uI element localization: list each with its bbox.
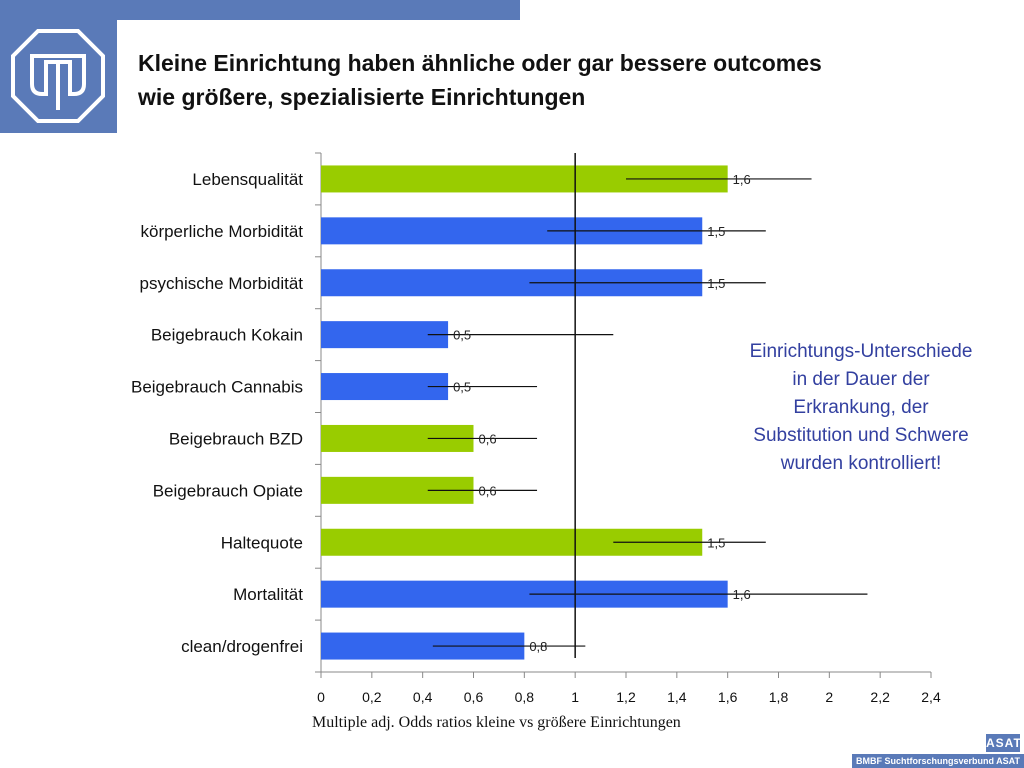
- note-line-4: Substitution und Schwere: [753, 425, 969, 446]
- data-label: 0,6: [479, 483, 497, 498]
- x-tick-label: 2,2: [870, 689, 890, 705]
- data-label: 1,6: [733, 587, 751, 602]
- x-tick-label: 0,6: [464, 689, 484, 705]
- note-line-1: Einrichtungs-Unterschiede: [749, 341, 973, 362]
- x-tick-label: 1,2: [616, 689, 636, 705]
- x-tick-label: 1: [571, 689, 579, 705]
- x-tick-label: 2: [825, 689, 833, 705]
- data-label: 1,5: [707, 276, 725, 291]
- bar: [321, 373, 449, 401]
- category-label: körperliche Morbidität: [140, 222, 303, 241]
- data-label: 1,5: [707, 224, 725, 239]
- title-line-2: wie größere, spezialisierte Einrichtunge…: [138, 84, 586, 110]
- x-tick-label: 1,4: [667, 689, 687, 705]
- x-tick-label: 0,8: [515, 689, 535, 705]
- category-label: Beigebrauch Cannabis: [131, 378, 303, 397]
- header-top-bar: [0, 0, 520, 20]
- data-label: 1,5: [707, 535, 725, 550]
- x-tick-label: 1,8: [769, 689, 789, 705]
- data-label: 0,5: [453, 328, 471, 343]
- x-tick-label: 0: [317, 689, 325, 705]
- footer-bar: BMBF Suchtforschungsverbund ASAT: [852, 754, 1024, 768]
- data-label: 0,8: [529, 639, 547, 654]
- category-label: Beigebrauch BZD: [169, 429, 303, 448]
- university-logo: [0, 20, 117, 133]
- page-title: Kleine Einrichtung haben ähnliche oder g…: [138, 46, 1008, 114]
- category-label: Lebensqualität: [192, 170, 303, 189]
- note-line-2: in der Dauer der: [792, 369, 930, 390]
- x-tick-label: 0,4: [413, 689, 433, 705]
- category-label: Mortalität: [233, 585, 303, 604]
- category-label: psychische Morbidität: [140, 274, 304, 293]
- category-label: clean/drogenfrei: [181, 637, 303, 656]
- annotation-note: Einrichtungs-Unterschiede in der Dauer d…: [716, 338, 1006, 478]
- category-label: Beigebrauch Kokain: [151, 326, 303, 345]
- note-line-5: wurden kontrolliert!: [780, 453, 942, 474]
- bar: [321, 321, 449, 349]
- title-line-1: Kleine Einrichtung haben ähnliche oder g…: [138, 50, 822, 76]
- x-axis-label: Multiple adj. Odds ratios kleine vs größ…: [312, 714, 681, 731]
- note-line-3: Erkrankung, der: [793, 397, 929, 418]
- x-tick-label: 1,6: [718, 689, 738, 705]
- category-label: Beigebrauch Opiate: [153, 481, 303, 500]
- data-label: 0,5: [453, 380, 471, 395]
- category-label: Haltequote: [221, 533, 303, 552]
- asat-logo: ASAT: [986, 734, 1022, 752]
- x-tick-label: 2,4: [921, 689, 941, 705]
- tu-logo-icon: [11, 29, 105, 123]
- data-label: 0,6: [479, 431, 497, 446]
- data-label: 1,6: [733, 172, 751, 187]
- x-tick-label: 0,2: [362, 689, 382, 705]
